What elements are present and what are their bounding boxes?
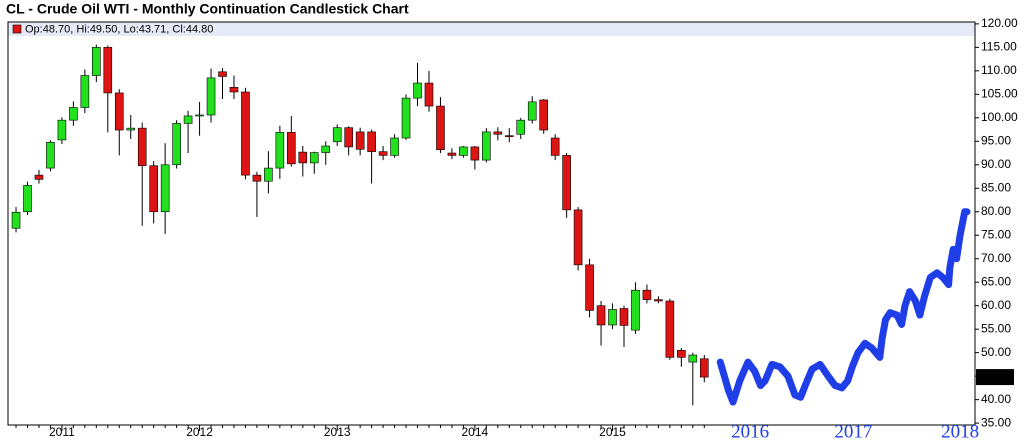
candle-body xyxy=(562,155,571,211)
candle-body xyxy=(459,146,468,156)
forecast-year-label: 2017 xyxy=(834,421,872,441)
candle-body xyxy=(344,127,353,148)
y-tick-label: 50.00 xyxy=(981,345,1011,359)
candle-body xyxy=(367,131,376,152)
y-tick-label: 65.00 xyxy=(981,274,1011,288)
candle-body xyxy=(46,141,55,169)
candle-body xyxy=(550,137,560,156)
x-tick-label: 2012 xyxy=(186,425,213,439)
candle-body xyxy=(493,131,503,135)
candle-body xyxy=(482,131,491,161)
candle-body xyxy=(23,185,32,213)
candle-body xyxy=(11,211,21,229)
y-tick-label: 40.00 xyxy=(981,392,1011,406)
y-tick-label: 105.00 xyxy=(981,87,1018,101)
candle-body xyxy=(275,132,285,169)
candle-body xyxy=(126,127,136,131)
candle-body xyxy=(160,164,170,213)
y-tick-label: 35.00 xyxy=(981,415,1011,429)
candle-body xyxy=(631,289,640,331)
candle-body xyxy=(218,71,227,77)
candle-body xyxy=(424,82,434,107)
y-tick-label: 110.00 xyxy=(981,63,1017,77)
candle-body xyxy=(699,358,709,378)
candle-body xyxy=(241,91,250,176)
last-price-label: 44.80 xyxy=(981,370,1011,384)
candle-body xyxy=(103,47,113,94)
candle-body xyxy=(642,289,652,300)
candle-body xyxy=(654,299,663,302)
y-tick-label: 70.00 xyxy=(981,251,1011,265)
legend-bar xyxy=(8,22,975,36)
candle-body xyxy=(172,123,181,166)
x-tick-label: 2014 xyxy=(462,425,489,439)
candle-body xyxy=(436,105,445,151)
candle-body xyxy=(390,137,399,156)
candle-body xyxy=(149,165,158,213)
candle-body xyxy=(92,47,101,76)
candle-body xyxy=(252,174,262,182)
candle-body xyxy=(80,75,90,108)
chart-title: CL - Crude Oil WTI - Monthly Continuatio… xyxy=(6,1,409,17)
candle-body xyxy=(516,119,526,135)
candle-body xyxy=(57,119,67,141)
candle-body xyxy=(183,115,193,124)
legend-text: Op:48.70, Hi:49.50, Lo:43.71, Cl:44.80 xyxy=(25,23,213,35)
candle-body xyxy=(447,152,457,156)
candle-body xyxy=(527,101,537,121)
candle-body xyxy=(470,146,480,161)
legend-swatch xyxy=(12,24,22,34)
candle-body xyxy=(619,308,629,326)
forecast-year-label: 2018 xyxy=(941,421,979,441)
candle-body xyxy=(34,174,44,180)
y-tick-label: 95.00 xyxy=(981,133,1011,147)
x-tick-label: 2015 xyxy=(599,425,626,439)
candle-body xyxy=(413,82,422,99)
candle-body xyxy=(585,264,594,311)
candle-body xyxy=(195,114,204,117)
candle-body xyxy=(355,131,365,150)
y-tick-label: 55.00 xyxy=(981,321,1011,335)
x-tick-label: 2013 xyxy=(324,425,351,439)
candle-body xyxy=(688,354,698,363)
candle-body xyxy=(596,305,606,326)
candle-body xyxy=(608,309,617,326)
candle-body xyxy=(665,300,675,358)
candle-body xyxy=(309,152,319,164)
candle-body xyxy=(504,135,514,137)
candle-body xyxy=(264,167,273,182)
y-tick-label: 120.00 xyxy=(981,16,1018,30)
y-tick-label: 75.00 xyxy=(981,227,1011,241)
candle-body xyxy=(401,97,411,139)
candle-body xyxy=(677,350,686,358)
y-tick-label: 85.00 xyxy=(981,180,1011,194)
y-tick-label: 80.00 xyxy=(981,204,1011,218)
x-tick-label: 2011 xyxy=(49,425,75,439)
candle-body xyxy=(137,127,147,167)
y-tick-label: 90.00 xyxy=(981,157,1011,171)
candle-body xyxy=(332,127,342,143)
candle-body xyxy=(298,151,308,164)
forecast-line xyxy=(716,208,971,406)
candle-body xyxy=(206,77,216,116)
candle-body xyxy=(114,92,124,131)
y-tick-label: 100.00 xyxy=(981,110,1018,124)
candle-body xyxy=(229,86,239,93)
candle-body xyxy=(69,107,78,121)
y-tick-label: 60.00 xyxy=(981,298,1011,312)
y-tick-label: 115.00 xyxy=(981,40,1017,54)
candle-body xyxy=(287,132,296,165)
candle-body xyxy=(378,151,388,156)
candle-body xyxy=(539,99,548,131)
plot-frame xyxy=(7,21,976,426)
forecast-year-label: 2016 xyxy=(731,421,769,441)
last-price-box xyxy=(976,369,1014,386)
candle-body xyxy=(321,145,331,153)
candle-body xyxy=(573,209,583,266)
